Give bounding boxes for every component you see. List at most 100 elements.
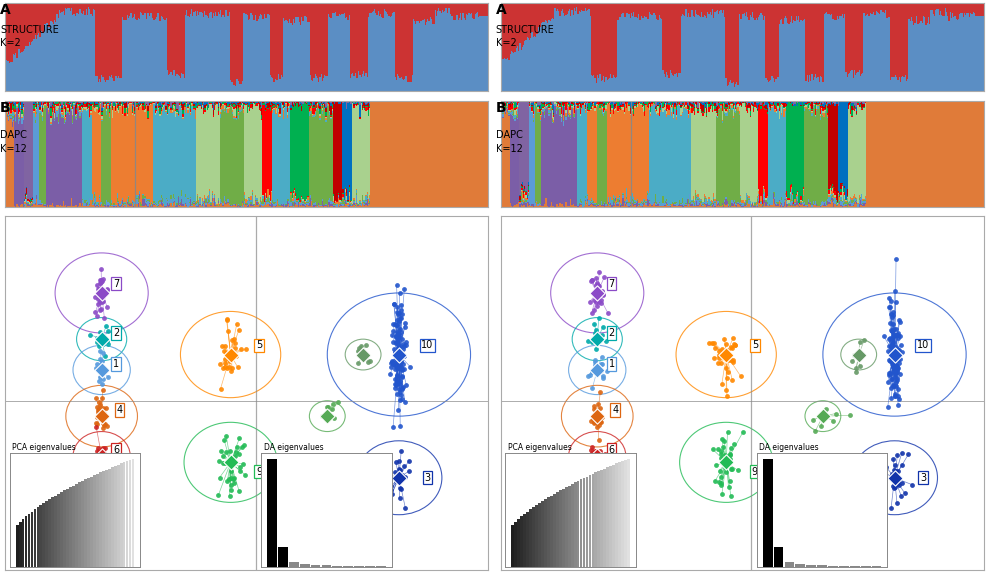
Bar [442,10,443,92]
Bar [209,13,211,92]
Bar [76,108,77,110]
Bar [37,105,39,205]
Bar [663,108,664,112]
Bar [767,206,769,207]
Bar [114,103,115,106]
Point [890,466,906,476]
Point [225,347,240,356]
Bar [194,110,195,201]
Bar [141,204,142,206]
Bar [353,100,355,103]
Bar [588,103,589,110]
Bar [345,188,346,189]
Bar [805,107,807,108]
Bar [71,3,72,8]
Bar [702,116,703,202]
Bar [692,196,694,199]
Bar [178,76,179,92]
Bar [758,189,760,191]
Bar [604,202,605,203]
Bar [766,198,767,202]
Bar [308,197,309,200]
Bar [286,106,287,204]
Bar [84,200,85,203]
Bar [663,101,664,102]
Bar [185,197,186,203]
Bar [574,117,575,206]
Bar [888,3,889,17]
Bar [811,74,813,92]
Bar [610,105,611,111]
Bar [805,100,807,101]
Bar [407,3,409,81]
Bar [825,205,826,206]
Bar [407,100,409,207]
Bar [169,109,170,203]
Bar [238,100,239,103]
Bar [13,108,14,111]
Bar [977,3,978,16]
Bar [713,203,714,205]
Bar [203,104,205,108]
Bar [156,109,157,111]
Bar [820,117,821,120]
Bar [18,117,19,119]
Bar [187,100,189,104]
Bar [877,12,878,92]
Bar [431,100,432,207]
Bar [225,106,226,108]
Bar [276,206,277,207]
Point [379,501,395,510]
Bar [896,3,897,77]
Bar [683,108,684,203]
Point [726,340,742,349]
Bar [299,107,300,202]
Bar [706,3,707,18]
Bar [686,107,687,109]
Point [92,448,108,457]
Bar [81,100,82,103]
Bar [328,202,329,205]
Bar [672,108,674,202]
Bar [17,58,18,92]
Bar [577,106,578,109]
Bar [676,100,678,101]
Bar [115,106,116,110]
Bar [974,3,975,13]
Bar [101,112,103,115]
Point [228,352,244,361]
Bar [585,203,587,205]
Bar [162,104,163,107]
Bar [92,102,93,104]
Bar [544,3,545,22]
Bar [655,109,657,110]
Bar [148,16,149,92]
Point [391,469,406,478]
Bar [683,203,684,205]
Bar [847,195,848,197]
Bar [297,17,298,92]
Bar [736,83,738,92]
Bar [211,3,212,12]
Bar [766,3,767,80]
Bar [789,194,791,199]
Bar [800,200,802,201]
Bar [309,206,310,207]
Bar [722,103,723,104]
Bar [93,202,94,204]
Bar [232,205,233,206]
Bar [821,106,822,108]
Bar [105,101,106,102]
Bar [267,109,269,189]
Bar [966,100,967,207]
Bar [853,3,854,78]
Bar [518,103,519,105]
Bar [101,203,103,205]
Bar [758,194,760,197]
Bar [947,3,948,16]
Bar [377,15,378,92]
Bar [173,105,174,108]
Bar [526,3,528,37]
Bar [838,195,840,197]
Bar [571,115,572,117]
